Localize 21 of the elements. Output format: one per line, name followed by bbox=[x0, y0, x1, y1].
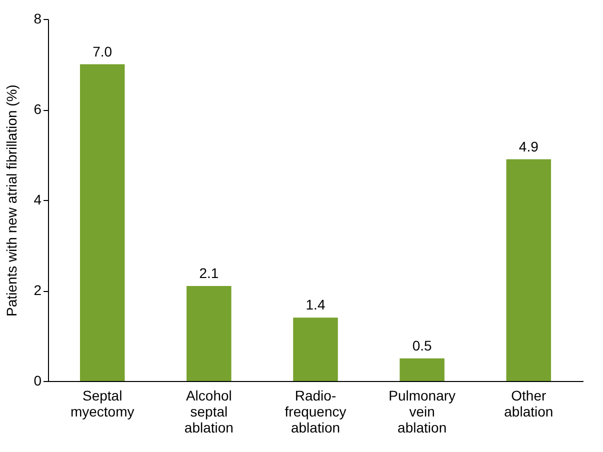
bar bbox=[186, 286, 232, 381]
data-label: 0.5 bbox=[412, 337, 432, 354]
bar bbox=[293, 318, 338, 381]
y-tick-label: 0 bbox=[34, 372, 42, 388]
data-label: 1.4 bbox=[306, 296, 326, 313]
x-tick-label: Pulmonary vein ablation bbox=[388, 388, 456, 436]
x-tick-label: Alcohol septal ablation bbox=[184, 388, 234, 436]
y-axis-title: Patients with new atrial fibrillation (%) bbox=[4, 84, 20, 316]
y-tick-label: 6 bbox=[34, 101, 42, 117]
y-tick-label: 4 bbox=[34, 192, 42, 208]
bar bbox=[400, 358, 444, 381]
data-label: 4.9 bbox=[518, 138, 539, 154]
data-label: 2.1 bbox=[199, 264, 219, 281]
y-tick-label: 8 bbox=[34, 10, 42, 26]
x-tick-label: Radio-frequency ablation bbox=[284, 388, 346, 436]
bar bbox=[506, 159, 552, 381]
x-tick-label: Septal myectomy bbox=[70, 388, 134, 420]
y-tick-label: 2 bbox=[34, 282, 42, 298]
data-label: 7.0 bbox=[92, 43, 112, 60]
bar bbox=[80, 64, 125, 381]
x-tick-label: Other ablation bbox=[504, 388, 554, 420]
